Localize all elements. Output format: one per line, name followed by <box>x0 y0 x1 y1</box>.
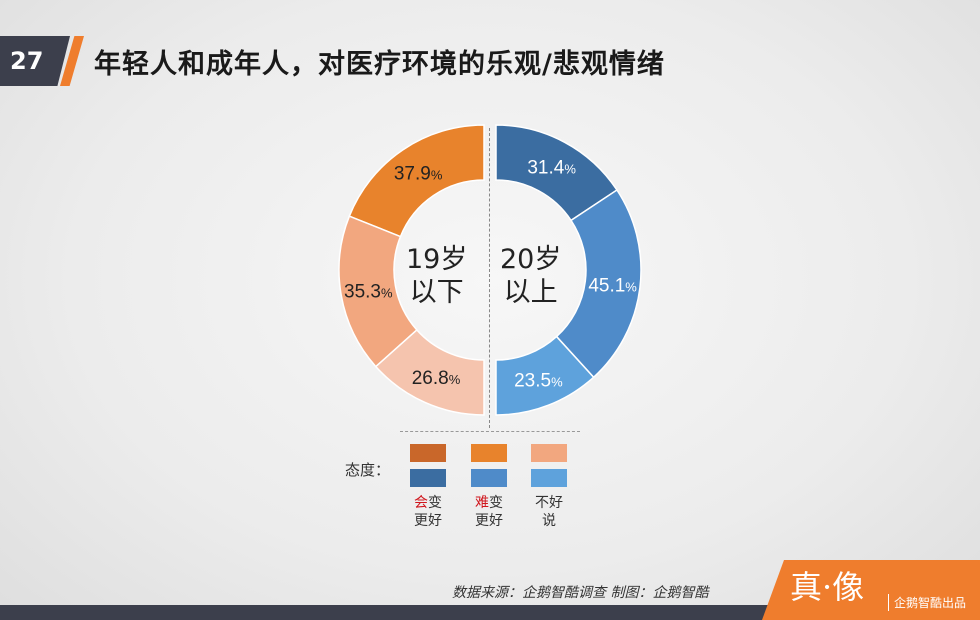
brand-subtitle: 企鹅智酷出品 <box>888 594 966 611</box>
data-label-under19-hard: 35.3% <box>344 281 393 302</box>
legend-label-better-highlight: 会 <box>414 495 428 511</box>
center-label-under19: 19岁 以下 <box>406 243 467 309</box>
legend-label-better: 会变 更好 <box>408 494 448 530</box>
legend-label-unsure-rest: 不好 <box>535 495 563 511</box>
legend-label-hard-line2: 更好 <box>475 513 503 529</box>
donut-slice-over20-unsure <box>495 335 595 416</box>
data-label-over20-hard: 45.1% <box>588 276 637 297</box>
horizontal-divider <box>400 431 580 432</box>
legend-swatch-over20-unsure <box>531 469 567 487</box>
brand-banner <box>762 560 980 620</box>
legend-label-hard-rest: 变 <box>489 495 503 511</box>
center-label-under19-line2: 以下 <box>409 277 464 308</box>
data-label-over20-unsure: 23.5% <box>514 371 563 392</box>
center-label-under19-line1: 19岁 <box>406 244 468 275</box>
center-label-over20-line1: 20岁 <box>500 244 562 275</box>
brand-logo: 真·像 <box>790 568 865 606</box>
legend-swatch-over20-hard <box>471 469 507 487</box>
legend-swatch-under19-better <box>410 444 446 462</box>
legend-label-unsure: 不好 说 <box>529 494 569 530</box>
footer-bar <box>0 605 980 620</box>
center-label-over20: 20岁 以上 <box>500 243 561 309</box>
legend-label-unsure-line2: 说 <box>542 513 556 529</box>
donut-slice-under19-unsure <box>374 328 485 416</box>
legend-label-better-rest: 变 <box>428 495 442 511</box>
page-title: 年轻人和成年人，对医疗环境的乐观/悲观情绪 <box>94 49 665 80</box>
legend-label-better-line2: 更好 <box>414 513 442 529</box>
legend-title: 态度： <box>345 461 391 479</box>
legend-label-hard: 难变 更好 <box>469 494 509 530</box>
legend-swatch-under19-hard <box>471 444 507 462</box>
data-label-over20-better: 31.4% <box>527 158 576 179</box>
page-number-text: 27 <box>10 47 44 75</box>
data-label-under19-better: 37.9% <box>394 164 443 185</box>
data-label-under19-unsure: 26.8% <box>412 368 461 389</box>
vertical-divider <box>489 128 490 428</box>
page-number: 27 <box>0 36 70 86</box>
legend-swatch-under19-unsure <box>531 444 567 462</box>
data-source: 数据来源：企鹅智酷调查 制图：企鹅智酷 <box>452 585 709 601</box>
center-label-over20-line2: 以上 <box>503 277 558 308</box>
legend-swatch-over20-better <box>410 469 446 487</box>
legend-label-hard-highlight: 难 <box>475 495 489 511</box>
